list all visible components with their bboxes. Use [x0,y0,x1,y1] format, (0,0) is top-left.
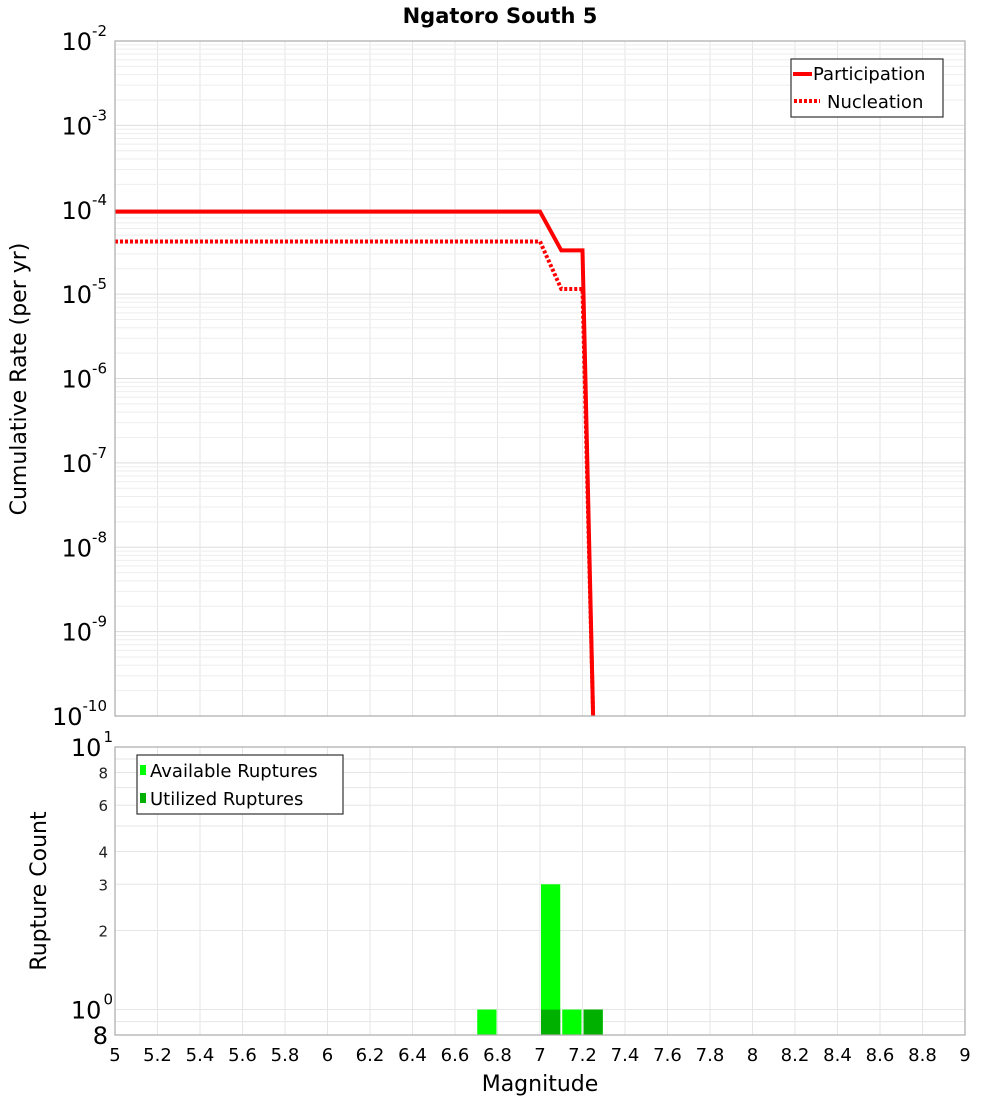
svg-text:3: 3 [98,876,108,894]
svg-text:8: 8 [98,764,108,782]
bottom-y-axis-label: Rupture Count [27,811,52,971]
top-y-axis-label: Cumulative Rate (per yr) [7,243,32,516]
x-axis-label: Magnitude [482,1072,599,1097]
top-legend: Participation Nucleation [790,58,944,118]
svg-text:5.6: 5.6 [228,1045,257,1066]
top-y-axis-ticks: 10-2 10-3 10-4 10-5 10-6 10-7 10-8 10-9 10-10 [52,22,107,731]
svg-text:6.4: 6.4 [398,1045,427,1066]
svg-text:6.8: 6.8 [483,1045,512,1066]
bottom-legend: Available Ruptures Utilized Ruptures [136,754,344,815]
svg-text:9: 9 [959,1045,970,1066]
top-plot-frame [114,40,966,717]
svg-text:4: 4 [98,843,108,861]
chart-title: Ngatoro South 5 [403,4,598,28]
bar-utilized [583,1009,603,1035]
svg-text:8.2: 8.2 [781,1045,810,1066]
svg-text:7.2: 7.2 [568,1045,597,1066]
svg-text:5.4: 5.4 [186,1045,215,1066]
svg-text:5: 5 [109,1045,120,1066]
top-plot-grid [115,41,965,717]
svg-text:8.6: 8.6 [866,1045,895,1066]
svg-text:7.8: 7.8 [696,1045,725,1066]
svg-text:101: 10 1 [71,728,113,762]
svg-text:10-5: 10-5 [61,275,107,309]
svg-text:6: 6 [98,797,108,815]
participation-line [115,209,596,717]
svg-text:10-2: 10-2 [61,22,107,56]
svg-text:10-7: 10-7 [61,444,107,478]
svg-text:5.8: 5.8 [271,1045,300,1066]
svg-text:10-6: 10-6 [61,360,107,394]
svg-text:6.6: 6.6 [441,1045,470,1066]
available-legend-swatch [140,765,146,775]
svg-text:10-4: 10-4 [61,191,107,225]
svg-text:8.8: 8.8 [908,1045,937,1066]
svg-text:8: 8 [747,1045,758,1066]
bar-utilized [541,1009,561,1035]
svg-text:7: 7 [534,1045,545,1066]
x-axis-ticks: 5 5.2 5.4 5.6 5.8 6 6.2 6.4 6.6 6.8 7 7.2 7.4 7.6 7.8 8… [109,1045,970,1066]
svg-text:10-3: 10-3 [61,106,107,140]
svg-text:6.2: 6.2 [356,1045,385,1066]
svg-text:10-10: 10-10 [52,697,107,731]
svg-text:5.2: 5.2 [143,1045,172,1066]
legend-utilized-ruptures: Utilized Ruptures [150,789,303,810]
bar-series [477,884,603,1035]
svg-text:10-9: 10-9 [61,613,107,647]
svg-text:8: 8 [93,1022,108,1050]
bar-available [477,1009,497,1035]
svg-text:7.6: 7.6 [653,1045,682,1066]
bottom-plot-frame [114,746,966,1036]
svg-text:6: 6 [322,1045,333,1066]
legend-participation: Participation [813,64,925,85]
svg-text:10-8: 10-8 [61,528,107,562]
svg-text:7.4: 7.4 [611,1045,640,1066]
bar-available [562,1009,582,1035]
svg-text:2: 2 [98,923,108,941]
utilized-legend-swatch [140,793,146,803]
svg-text:8.4: 8.4 [823,1045,852,1066]
bar-available [541,884,561,1035]
line-series [115,209,596,717]
legend-available-ruptures: Available Ruptures [150,761,318,782]
nucleation-line [115,239,596,717]
svg-text:100: 10 0 [71,991,113,1025]
legend-nucleation: Nucleation [827,92,923,113]
